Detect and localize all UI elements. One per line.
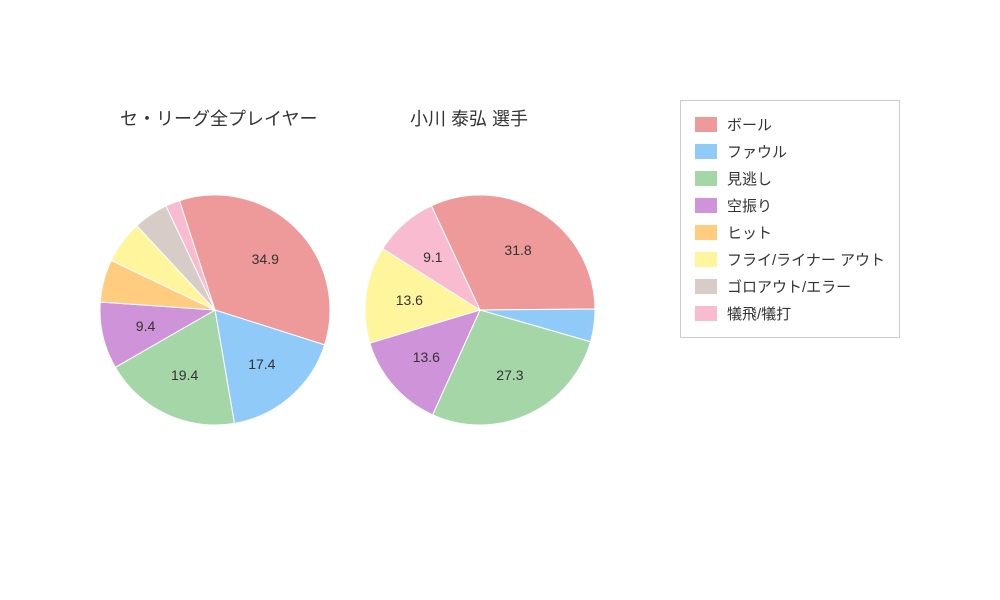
legend-item-hit: ヒット	[695, 219, 885, 246]
legend-item-swing: 空振り	[695, 192, 885, 219]
legend-swatch-ground_out	[695, 279, 717, 294]
legend-swatch-ball	[695, 117, 717, 132]
legend-label-look: 見逃し	[727, 168, 772, 189]
legend-label-hit: ヒット	[727, 222, 772, 243]
legend-item-ball: ボール	[695, 111, 885, 138]
legend-item-look: 見逃し	[695, 165, 885, 192]
legend-swatch-look	[695, 171, 717, 186]
chart-title-league: セ・リーグ全プレイヤー	[120, 105, 317, 131]
pie-chart-player: 31.827.313.613.69.1	[363, 193, 597, 427]
legend-label-ground_out: ゴロアウト/エラー	[727, 276, 851, 297]
legend-swatch-sac	[695, 306, 717, 321]
legend-item-fly_out: フライ/ライナー アウト	[695, 246, 885, 273]
legend-item-sac: 犠飛/犠打	[695, 300, 885, 327]
legend-item-ground_out: ゴロアウト/エラー	[695, 273, 885, 300]
chart-stage: セ・リーグ全プレイヤー 小川 泰弘 選手 34.917.419.49.431.827…	[0, 0, 1000, 600]
pie-svg-league	[98, 193, 332, 427]
chart-title-player: 小川 泰弘 選手	[410, 105, 528, 131]
legend-label-swing: 空振り	[727, 195, 772, 216]
legend-label-foul: ファウル	[727, 141, 787, 162]
legend-label-fly_out: フライ/ライナー アウト	[727, 249, 885, 270]
pie-svg-player	[363, 193, 597, 427]
legend-label-sac: 犠飛/犠打	[727, 303, 791, 324]
legend-swatch-hit	[695, 225, 717, 240]
legend-swatch-fly_out	[695, 252, 717, 267]
pie-chart-league: 34.917.419.49.4	[98, 193, 332, 427]
legend-swatch-swing	[695, 198, 717, 213]
legend: ボールファウル見逃し空振りヒットフライ/ライナー アウトゴロアウト/エラー犠飛/…	[680, 100, 900, 338]
legend-label-ball: ボール	[727, 114, 772, 135]
legend-swatch-foul	[695, 144, 717, 159]
legend-item-foul: ファウル	[695, 138, 885, 165]
